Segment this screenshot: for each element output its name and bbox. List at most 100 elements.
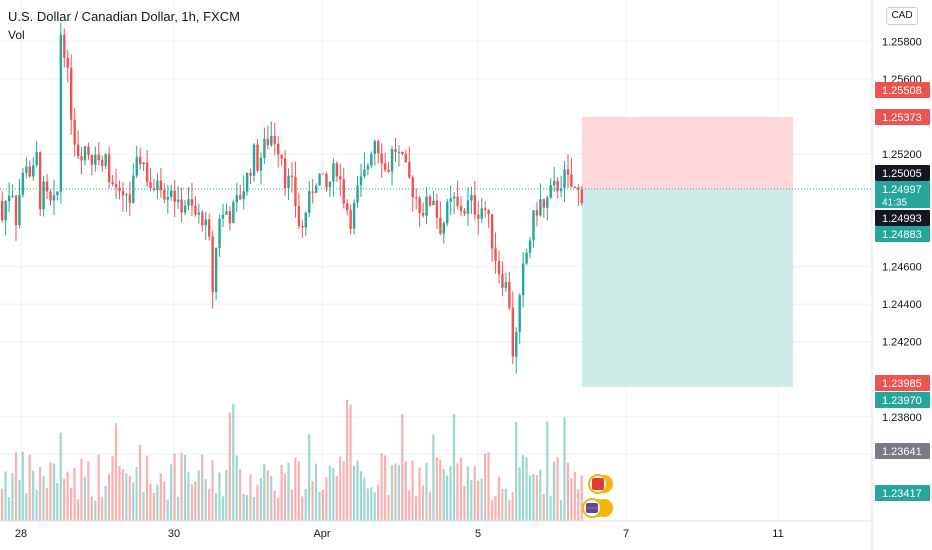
volume-bar — [456, 463, 459, 521]
candle-body — [380, 153, 383, 164]
candle-body — [563, 169, 566, 189]
take-profit-zone[interactable] — [582, 189, 793, 387]
candle-body — [311, 191, 314, 193]
volume-bars — [1, 399, 583, 521]
candle-body — [401, 151, 404, 155]
volume-bar — [553, 461, 556, 521]
price-tag — [875, 392, 930, 408]
volume-indicator-label[interactable]: Vol — [8, 28, 25, 42]
price-tag — [875, 375, 930, 391]
candle-body — [87, 146, 90, 155]
candle-body — [259, 157, 263, 171]
volume-bar — [559, 500, 563, 521]
candle-body — [446, 201, 449, 224]
price-tag-label: 1.25005 — [882, 168, 922, 180]
volume-bar — [25, 493, 28, 521]
volume-bar — [363, 477, 366, 521]
price-tag — [875, 196, 930, 208]
volume-bar — [149, 483, 152, 521]
event-icons[interactable] — [582, 474, 613, 518]
candle-body — [304, 212, 307, 228]
candle-body — [318, 173, 321, 186]
candle-body — [404, 154, 408, 163]
volume-bar — [107, 474, 111, 521]
x-axis[interactable]: 28 30 Apr 5 7 11 — [15, 528, 784, 540]
volume-bar — [504, 488, 507, 521]
candle-body — [280, 154, 283, 159]
candle-body — [580, 189, 583, 204]
volume-bar — [70, 487, 73, 521]
candle-body — [4, 201, 7, 221]
volume-bar — [373, 492, 376, 521]
y-axis[interactable]: 1.258001.256001.252001.246001.244001.242… — [882, 36, 922, 461]
volume-bar — [49, 462, 52, 521]
candle-body — [342, 179, 345, 204]
volume-bar — [546, 421, 549, 521]
candle-body — [370, 153, 373, 166]
candle-body — [387, 169, 390, 172]
candle-body — [252, 144, 256, 176]
candle-body — [52, 195, 56, 201]
x-axis-tick-label: 5 — [475, 528, 481, 540]
candle-body — [466, 200, 470, 214]
volume-bar — [176, 496, 180, 521]
candle-body — [114, 184, 118, 188]
volume-bar — [359, 471, 362, 521]
volume-bar — [487, 452, 490, 521]
volume-bar — [570, 478, 573, 521]
volume-bar — [21, 451, 24, 521]
candle-body — [363, 169, 366, 177]
volume-bar — [221, 496, 224, 521]
currency-badge[interactable]: CAD — [886, 7, 918, 25]
stop-loss-zone[interactable] — [582, 117, 793, 189]
candle-body — [287, 175, 290, 189]
candle-body — [490, 214, 494, 249]
volume-bar — [425, 462, 428, 521]
volume-bar — [190, 484, 193, 521]
volume-bar — [328, 465, 331, 521]
volume-bar — [332, 467, 335, 521]
candle-body — [28, 166, 31, 177]
candle-body — [97, 154, 100, 160]
volume-bar — [352, 465, 356, 521]
candle-body — [273, 136, 276, 144]
volume-bar — [194, 481, 197, 521]
price-tag — [875, 82, 930, 98]
candle-body — [76, 144, 80, 157]
candle-body — [532, 210, 535, 241]
volume-bar — [370, 487, 373, 521]
volume-bar — [228, 412, 231, 521]
candle-body — [107, 154, 111, 183]
candle-body — [277, 143, 280, 155]
volume-bar — [577, 489, 580, 521]
y-axis-tick-label: 1.24400 — [882, 299, 922, 311]
x-axis-tick-label: 30 — [168, 528, 180, 540]
volume-bar — [301, 496, 304, 521]
volume-bar — [435, 457, 438, 521]
candle-body — [566, 169, 570, 175]
volume-bar — [4, 471, 7, 521]
candle-body — [7, 195, 11, 202]
candle-body — [32, 165, 35, 177]
candle-body — [542, 199, 546, 208]
candle-body — [149, 181, 152, 189]
symbol-title[interactable]: U.S. Dollar / Canadian Dollar, 1h, FXCM — [8, 9, 240, 24]
volume-bar — [156, 484, 159, 521]
volume-bar — [325, 477, 328, 521]
volume-bar — [452, 414, 456, 521]
volume-bar — [497, 476, 500, 521]
candle-body — [11, 195, 14, 197]
candle-body — [159, 180, 163, 190]
volume-bar — [256, 484, 259, 521]
volume-bar — [97, 454, 100, 521]
volume-bar — [404, 461, 407, 521]
volume-bar — [480, 478, 483, 521]
volume-bar — [428, 492, 431, 521]
volume-bar — [225, 470, 228, 521]
volume-bar — [411, 460, 414, 521]
candle-body — [556, 180, 559, 192]
candle-body — [90, 154, 94, 165]
volume-bar — [380, 453, 383, 521]
candle-body — [435, 200, 439, 218]
